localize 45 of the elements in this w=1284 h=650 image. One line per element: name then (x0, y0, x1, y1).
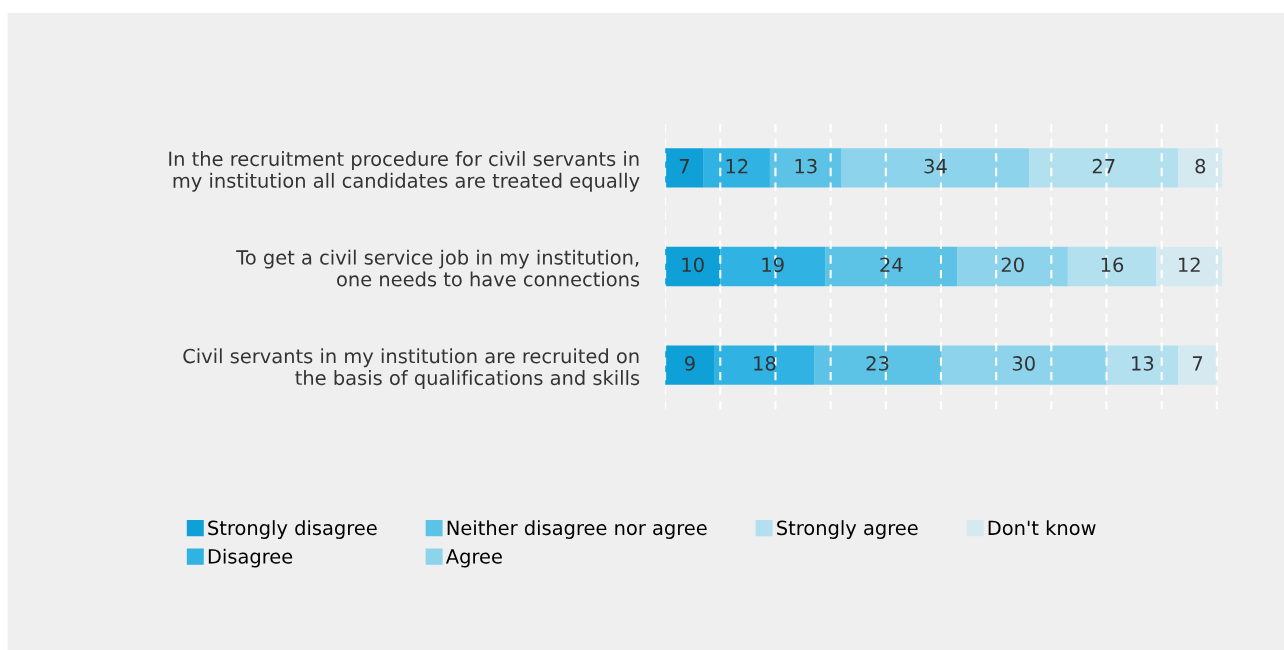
legend-label: Strongly disagree (208, 520, 377, 539)
bar (714, 345, 815, 385)
data-label: 12 (726, 158, 748, 174)
bar (957, 246, 1068, 287)
data-label: 27 (1092, 158, 1115, 174)
legend-label: Neither disagree nor agree (447, 520, 707, 539)
data-label: 13 (1132, 356, 1154, 371)
data-label: 10 (682, 257, 704, 273)
data-label: 9 (684, 356, 695, 371)
bar (940, 345, 1107, 385)
bar (841, 148, 1030, 188)
bar (1178, 345, 1217, 385)
data-label: 18 (754, 356, 776, 371)
data-label: 34 (924, 158, 947, 174)
data-label: 8 (1195, 158, 1206, 174)
y-tick-label: Civil servants in my institution are recruited on the basis of qualifications and skills (183, 348, 640, 389)
bar (665, 345, 715, 385)
bar (720, 246, 826, 287)
data-label: 20 (1001, 257, 1024, 273)
y-tick-label: In the recruitment procedure for civil servants in my institution all candidates are treated equally (169, 151, 640, 192)
bar (825, 246, 958, 287)
data-label: 24 (880, 257, 903, 272)
bar (665, 246, 721, 287)
bar (703, 148, 770, 188)
bar (1156, 246, 1223, 287)
bar (665, 148, 704, 188)
data-label: 12 (1179, 257, 1200, 272)
bar (1178, 148, 1223, 188)
data-label: 16 (1101, 257, 1124, 273)
y-tick-label: To get a civil service job in my institution, one needs to have connections (236, 249, 640, 287)
legend-label: Strongly agree (777, 520, 918, 539)
bar (769, 148, 842, 188)
data-label: 19 (762, 257, 784, 273)
data-label: 7 (1192, 356, 1203, 371)
data-label: 30 (1012, 356, 1035, 371)
data-label: 13 (795, 158, 817, 174)
data-label: 7 (679, 159, 689, 174)
bar (1067, 246, 1157, 287)
bar (1106, 345, 1179, 385)
data-label: 23 (866, 356, 889, 371)
legend-label: Disagree (208, 548, 293, 568)
bar (1029, 148, 1179, 188)
bar (814, 345, 941, 385)
legend-label: Don't know (988, 520, 1096, 536)
legend-label: Agree (445, 549, 502, 568)
